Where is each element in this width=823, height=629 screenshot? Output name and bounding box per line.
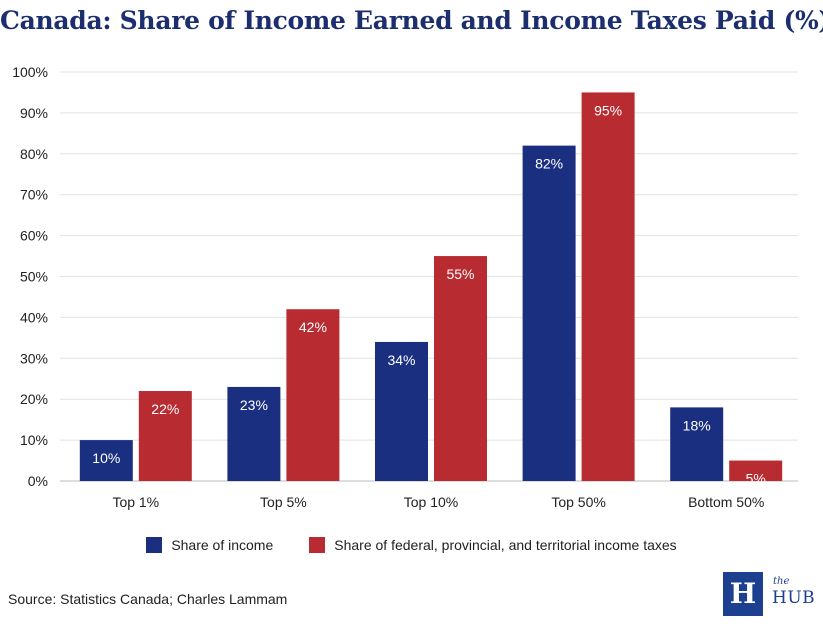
y-tick-label: 70%: [20, 187, 48, 203]
bar-income: [227, 386, 281, 481]
bar-data-label: 95%: [594, 102, 622, 118]
bar-data-label: 22%: [151, 401, 179, 417]
bar-data-label: 18%: [683, 417, 711, 433]
y-tick-label: 100%: [12, 64, 48, 80]
y-tick-label: 40%: [20, 309, 48, 325]
legend: Share of income Share of federal, provin…: [0, 537, 823, 553]
bar-data-label: 82%: [535, 156, 563, 172]
x-category-label: Bottom 50%: [688, 494, 764, 510]
the-hub-logo: H the HUB: [723, 572, 815, 616]
y-tick-label: 20%: [20, 391, 48, 407]
y-tick-label: 90%: [20, 105, 48, 121]
bar-data-label: 55%: [446, 266, 474, 282]
x-category-label: Top 50%: [551, 494, 605, 510]
y-tick-label: 50%: [20, 269, 48, 285]
legend-swatch-taxes: [309, 537, 326, 553]
bar-taxes: [434, 256, 487, 481]
legend-item-taxes: Share of federal, provincial, and territ…: [309, 537, 677, 553]
bar-income: [375, 341, 428, 481]
y-axis-ticks: 0% 10% 20% 30% 40% 50% 60% 70% 80% 90% 100%: [12, 64, 48, 489]
y-tick-label: 30%: [20, 350, 48, 366]
y-tick-label: 80%: [20, 146, 48, 162]
x-category-label: Top 1%: [112, 494, 159, 510]
logo-name: HUB: [772, 588, 816, 608]
bar-taxes: [581, 92, 635, 481]
bar-income: [670, 407, 724, 481]
bar-data-label: 34%: [387, 352, 415, 368]
y-tick-label: 0%: [28, 473, 48, 489]
bar-taxes: [138, 391, 192, 481]
x-axis-labels: Top 1% Top 5% Top 10% Top 50% Bottom 50%: [112, 494, 764, 510]
bar-taxes: [729, 460, 783, 481]
legend-item-income: Share of income: [146, 537, 273, 553]
bar-chart: 0% 10% 20% 30% 40% 50% 60% 70% 80% 90% 100% 10% 22%…: [12, 64, 798, 510]
logo-mark: H: [723, 572, 763, 616]
logo-the: the: [773, 576, 790, 587]
source-note: Source: Statistics Canada; Charles Lamma…: [8, 591, 288, 607]
legend-swatch-income: [146, 537, 163, 553]
bar-taxes: [286, 309, 340, 481]
legend-label-income: Share of income: [171, 537, 274, 553]
y-tick-label: 10%: [20, 432, 48, 448]
x-category-label: Top 5%: [260, 494, 307, 510]
bar-data-label: 23%: [240, 397, 268, 413]
bar-income: [79, 440, 133, 481]
chart-title: Canada: Share of Income Earned and Incom…: [0, 6, 823, 35]
bar-data-label: 10%: [92, 450, 120, 466]
bar-data-label: 42%: [299, 319, 327, 335]
bars: 10% 22% 23% 42% 34% 55% 82% 95% 18% 5%: [79, 92, 783, 487]
x-category-label: Top 10%: [404, 494, 458, 510]
bar-income: [522, 145, 576, 481]
legend-label-taxes: Share of federal, provincial, and territ…: [334, 537, 677, 553]
bar-data-label: 5%: [746, 471, 766, 487]
y-tick-label: 60%: [20, 228, 48, 244]
